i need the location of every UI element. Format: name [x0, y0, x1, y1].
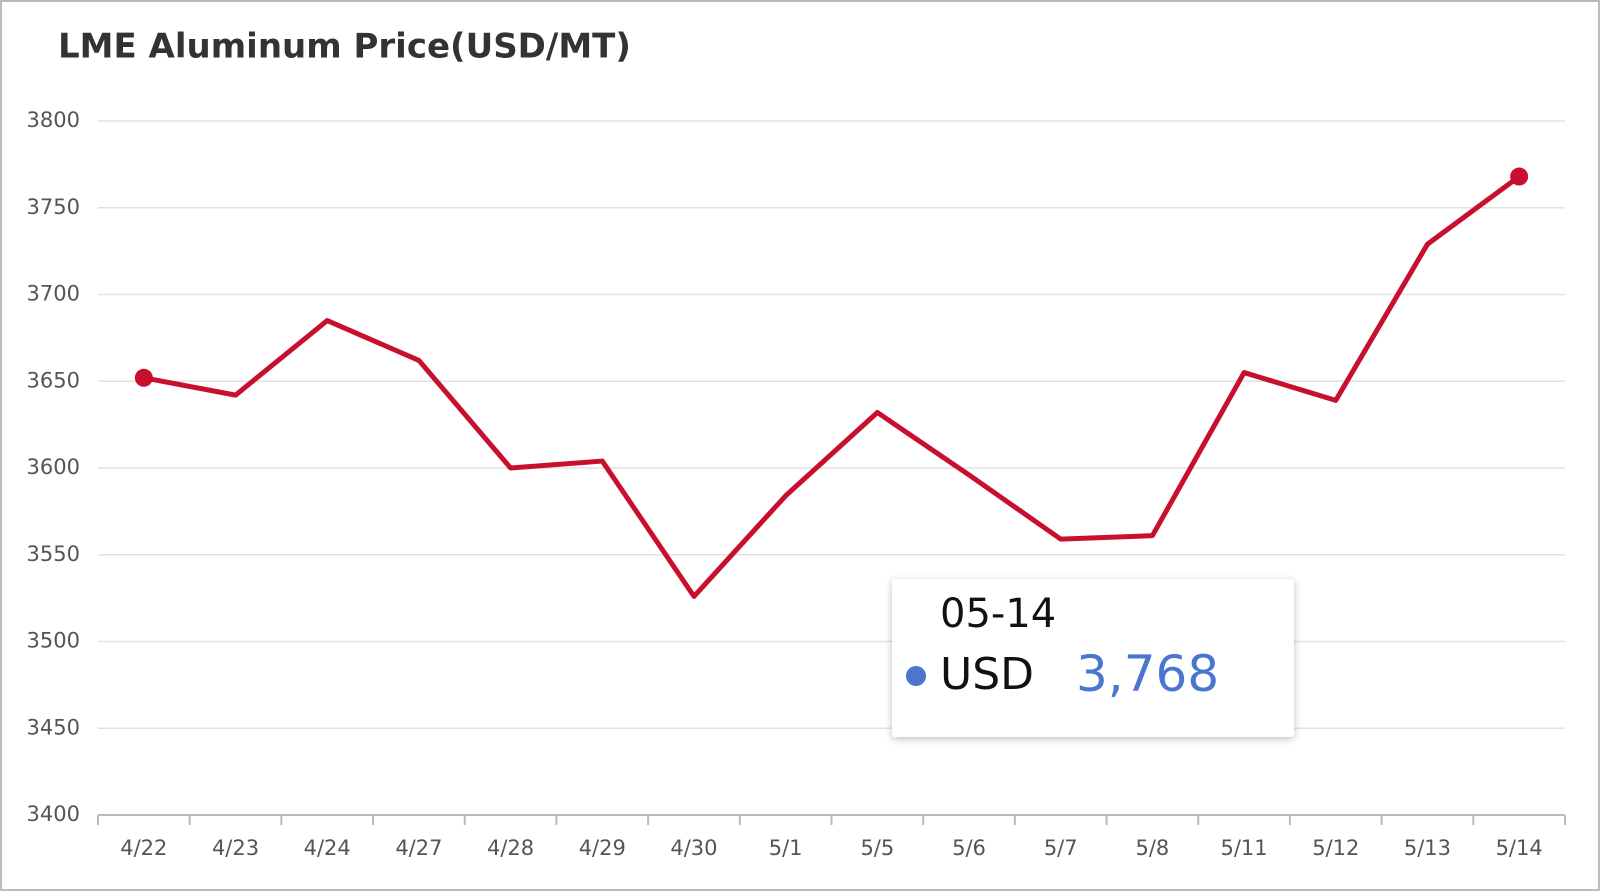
y-tick-label: 3500: [27, 629, 80, 653]
x-tick-label: 4/22: [120, 836, 167, 860]
x-tick-label: 4/30: [670, 836, 717, 860]
x-tick-label: 5/13: [1404, 836, 1451, 860]
x-tick-label: 5/7: [1044, 836, 1078, 860]
tooltip-series: USD: [940, 649, 1035, 700]
tooltip-title: 05-14: [940, 591, 1057, 637]
end-marker: [134, 368, 153, 387]
x-tick-label: 4/23: [212, 836, 259, 860]
end-marker: [1510, 167, 1529, 186]
tooltip: 05-14 USD 3,768: [892, 579, 1294, 737]
x-tick-label: 5/11: [1221, 836, 1268, 860]
y-tick-label: 3450: [27, 715, 80, 739]
x-tick-label: 5/6: [952, 836, 986, 860]
y-tick-label: 3700: [27, 282, 80, 306]
x-tick-label: 4/28: [487, 836, 534, 860]
x-tick-label: 5/1: [769, 836, 803, 860]
x-tick-label: 5/14: [1496, 836, 1543, 860]
x-tick-label: 4/24: [304, 836, 351, 860]
y-tick-label: 3750: [27, 195, 80, 219]
x-tick-label: 5/8: [1136, 836, 1170, 860]
y-tick-label: 3400: [27, 802, 80, 826]
tooltip-value: 3,768: [1076, 645, 1220, 703]
y-tick-label: 3600: [27, 455, 80, 479]
x-tick-label: 4/29: [579, 836, 626, 860]
x-tick-label: 5/5: [860, 836, 894, 860]
y-tick-label: 3550: [27, 542, 80, 566]
tooltip-dot: [906, 666, 926, 686]
y-tick-label: 3650: [27, 368, 80, 392]
y-tick-label: 3800: [27, 108, 80, 132]
x-tick-label: 4/27: [395, 836, 442, 860]
x-tick-label: 5/12: [1312, 836, 1359, 860]
line: [143, 174, 1521, 599]
chart-title: LME Aluminum Price(USD/MT): [58, 27, 631, 67]
